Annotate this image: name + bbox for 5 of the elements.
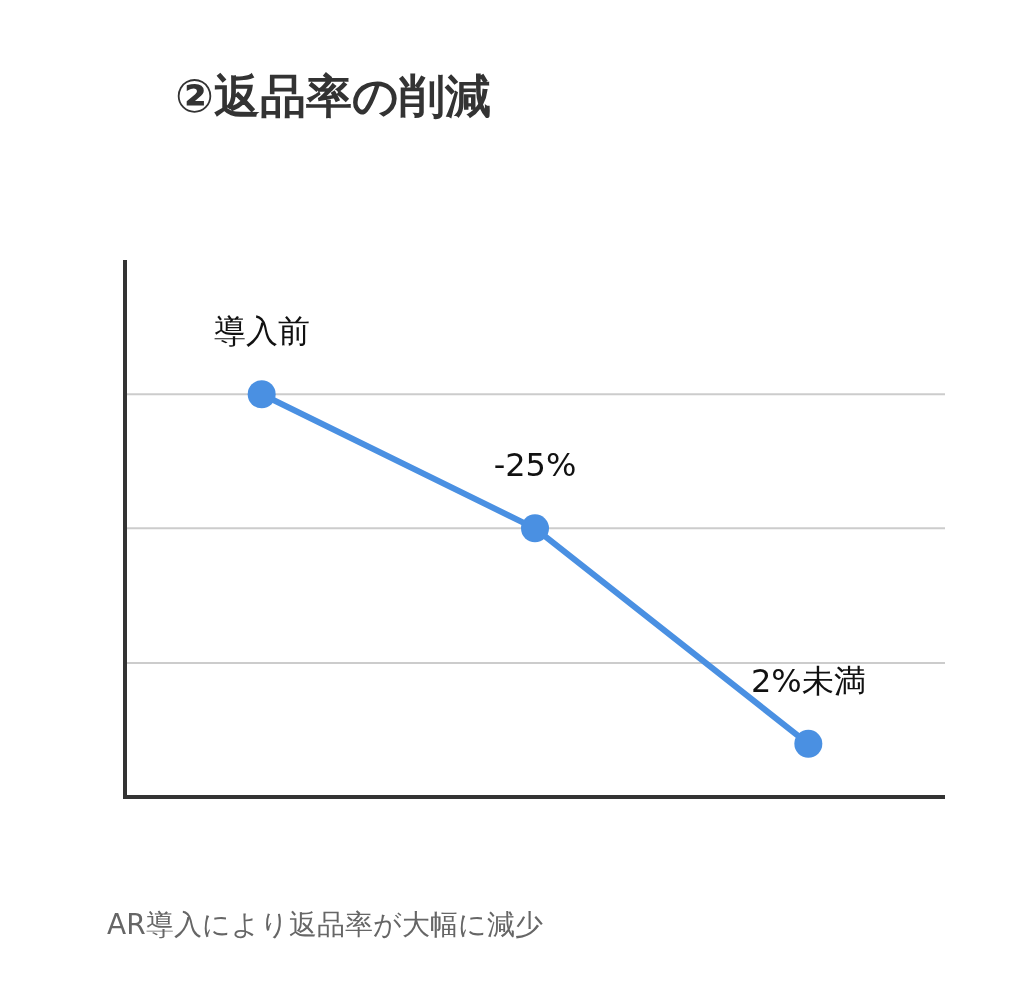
annotation: 2%未満 — [750, 661, 866, 700]
annotation: -25% — [493, 446, 577, 485]
annotation: 導入前 — [213, 312, 310, 351]
text: AR導入により返品率が大幅に減少 — [107, 907, 543, 943]
chart-title: ②返品率の削減 — [175, 68, 491, 125]
